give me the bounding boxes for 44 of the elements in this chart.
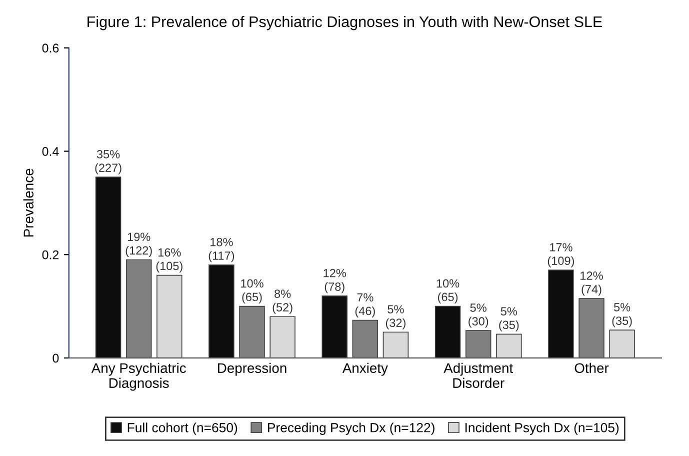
bar (496, 334, 522, 358)
bar (208, 264, 234, 358)
x-tick-label: Any Psychiatric Diagnosis (91, 362, 186, 391)
data-label: 5% (30) (468, 304, 488, 328)
data-label: 5% (35) (499, 307, 519, 332)
data-label: 5% (32) (386, 305, 406, 330)
legend-label: Full cohort (n=650) (128, 422, 238, 435)
data-label: 12% (74) (580, 271, 603, 296)
bar (156, 274, 182, 358)
data-label: 12% (78) (324, 268, 346, 294)
y-tick-label: 0.2 (42, 250, 59, 260)
data-label: 18% (117) (208, 238, 234, 262)
bar (352, 320, 378, 358)
bar (382, 332, 409, 358)
y-tick-label: 0.4 (42, 147, 59, 156)
data-label: 19% (122) (126, 232, 152, 257)
legend-label: Incident Psych Dx (n=105) (465, 422, 619, 435)
data-label: 17% (109) (548, 243, 574, 268)
data-label: 10% (65) (241, 279, 264, 304)
data-label: 5% (35) (612, 303, 632, 328)
bar (95, 176, 122, 358)
x-tick-label: Depression (218, 362, 286, 376)
bar (609, 330, 635, 358)
data-label: 8% (52) (272, 290, 292, 314)
data-label: 7% (46) (355, 293, 375, 318)
y-tick-label: 0 (52, 354, 59, 363)
bar (465, 330, 492, 358)
bar (126, 259, 152, 358)
data-label: 16% (105) (156, 248, 182, 272)
x-tick-label: Other (574, 362, 609, 374)
data-label: 10% (65) (436, 279, 460, 304)
bar (434, 306, 461, 358)
bar (270, 316, 296, 358)
y-tick-label: 0.6 (42, 44, 59, 53)
chart-title: Figure 1: Prevalence of Psychiatric Diagnoses in Youth with New-Onset SLE (88, 16, 602, 30)
legend-label: Preceding Psych Dx (n=122) (268, 422, 434, 435)
data-label: 35% (227) (95, 150, 122, 174)
bar (239, 306, 265, 358)
bar (578, 298, 604, 358)
bar (322, 296, 348, 358)
y-axis-title: Prevalence (23, 168, 34, 237)
x-tick-label: Adjustment Disorder (444, 362, 513, 388)
x-tick-label: Anxiety (342, 362, 388, 376)
bar (548, 270, 574, 358)
